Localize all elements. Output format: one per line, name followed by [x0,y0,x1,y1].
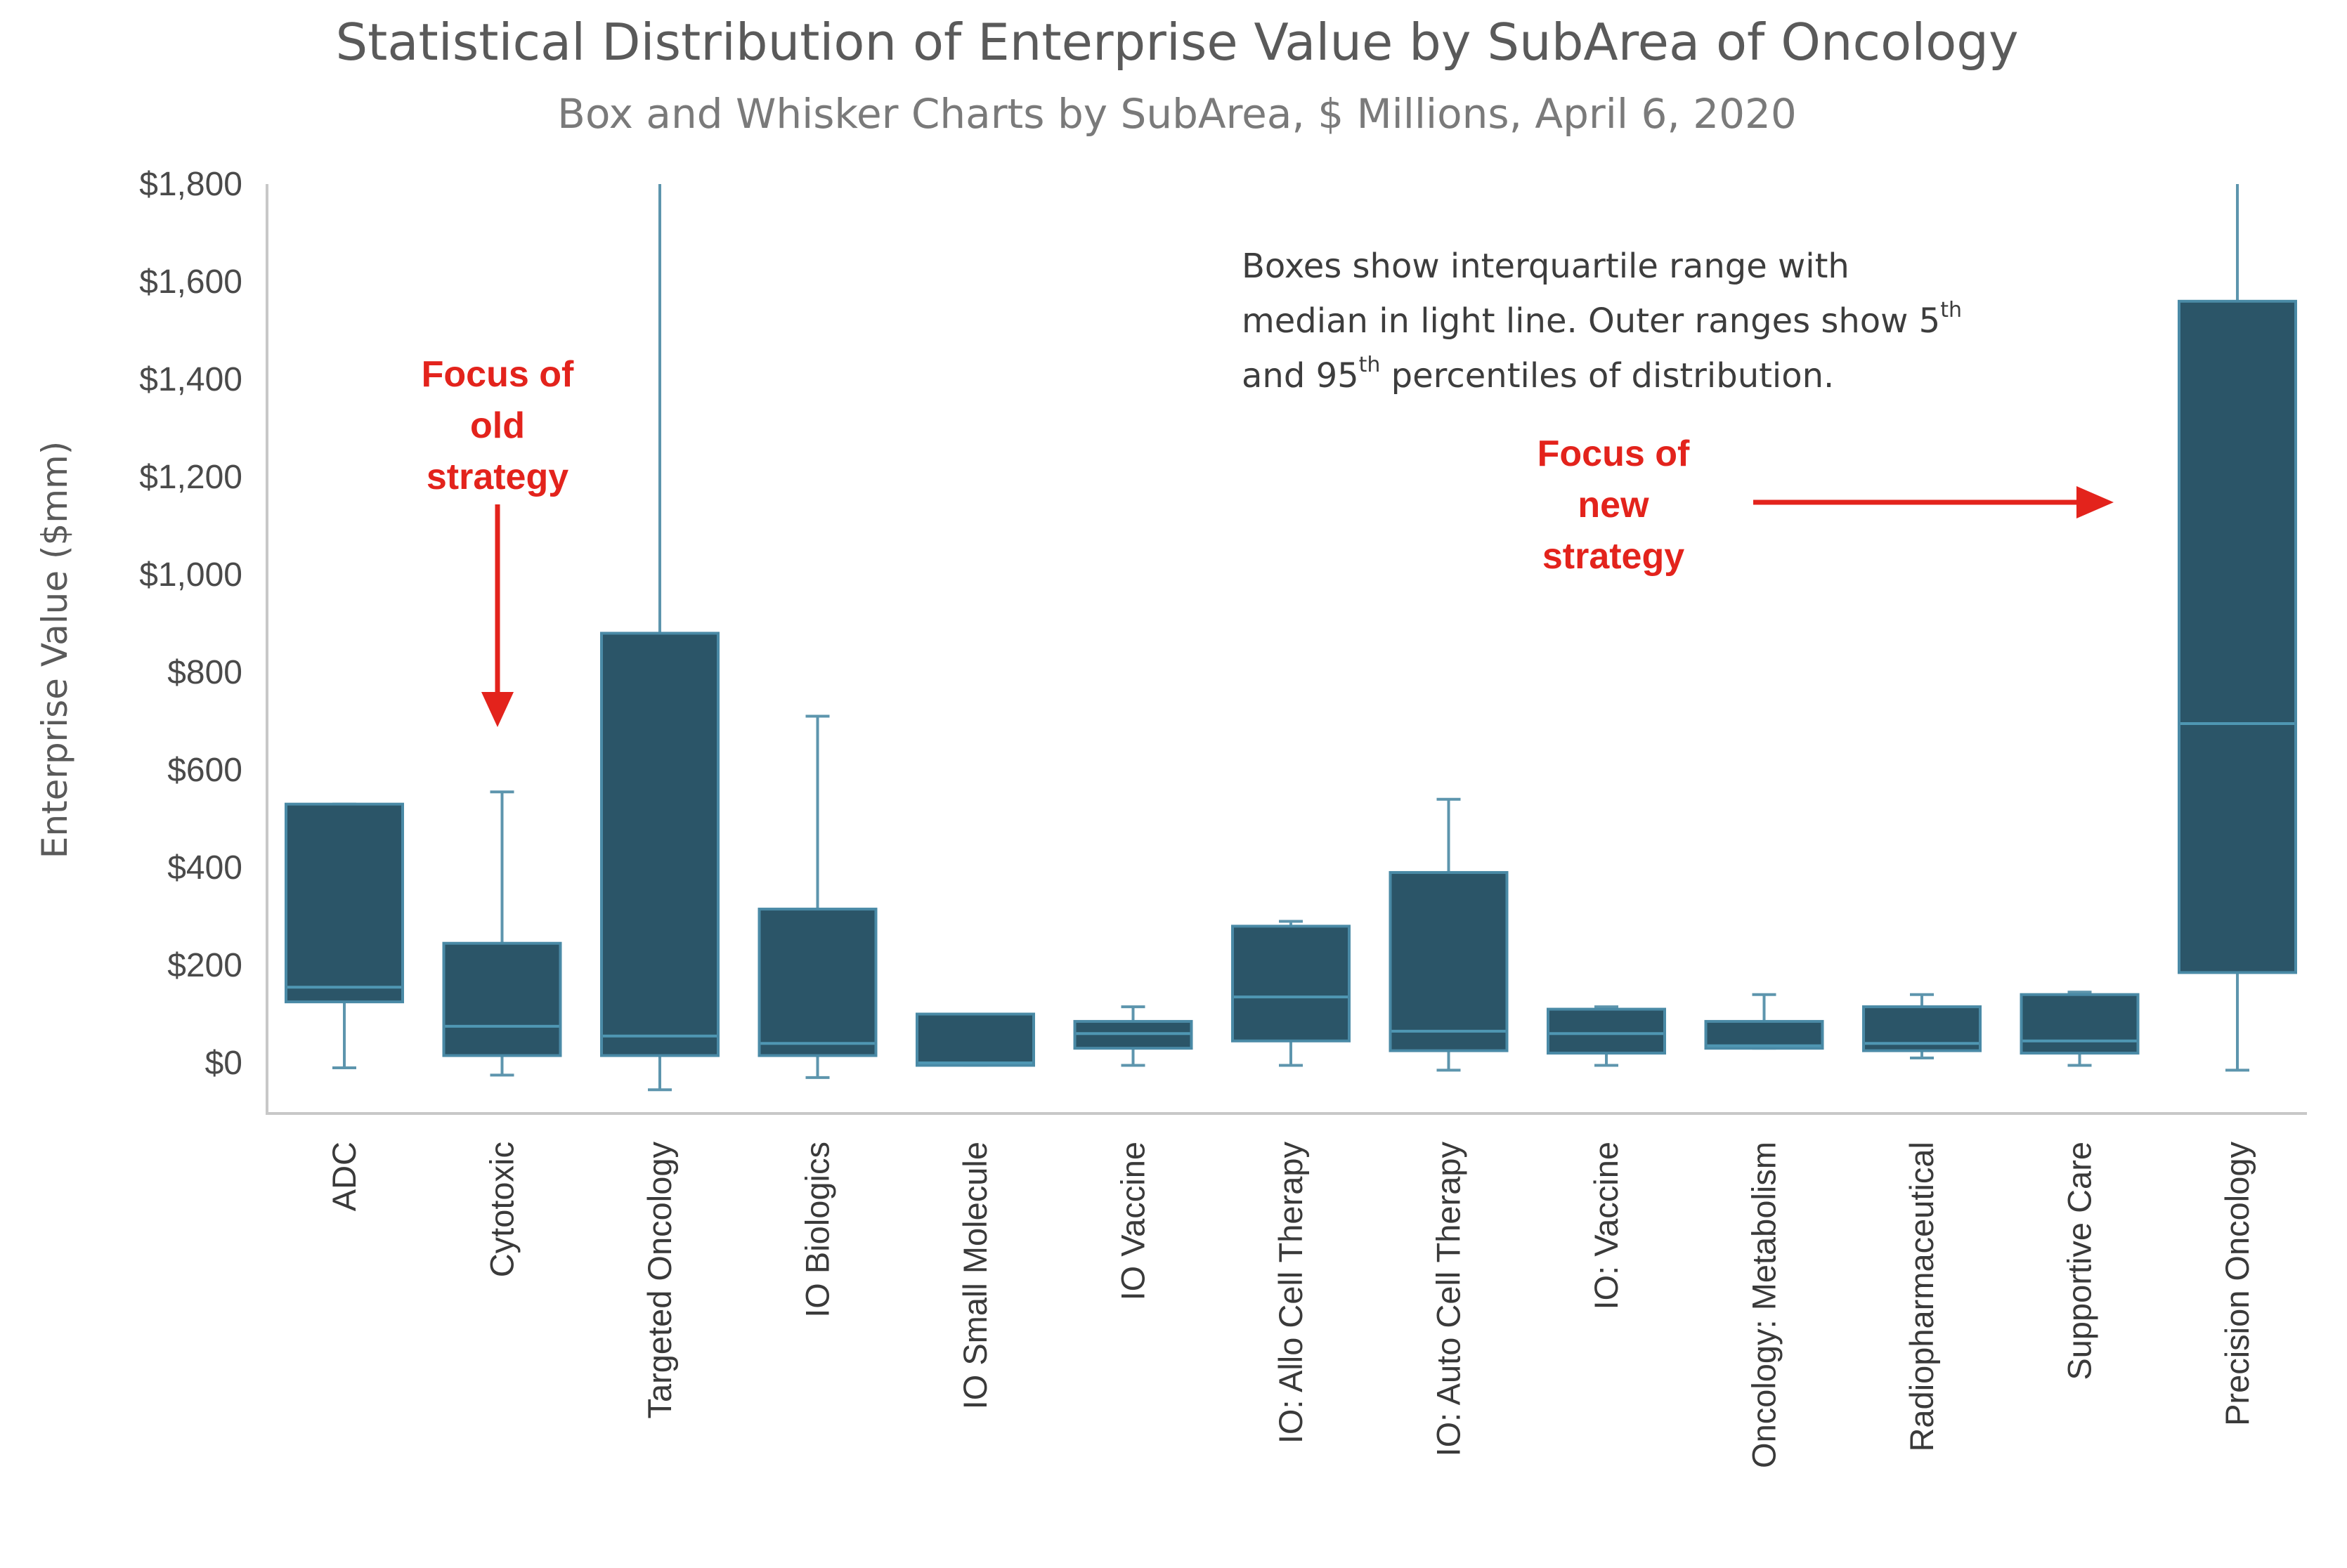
iqr-box [916,1012,1035,1067]
iqr-box [1547,1007,1666,1055]
callout-old-strategy: Focus of old strategy [422,354,574,727]
callout-new-line-1: Focus of [1537,433,1690,474]
x-tick-label: Oncology: Metabolism [1745,1142,1783,1468]
y-tick-label: $1,800 [139,166,242,203]
y-tick-label: $1,600 [139,263,242,301]
iqr-box [285,802,404,1004]
chart-title: Statistical Distribution of Enterprise V… [335,13,2018,72]
x-tick-label: ADC [325,1142,363,1211]
note-sup-95th: th [1359,353,1381,377]
x-tick-label: Precision Oncology [2218,1142,2256,1426]
callout-old-line-1: Focus of [422,354,574,395]
box-plot-item [2020,991,2140,1067]
box-plot-item [1547,1005,1666,1067]
note-line-1: Boxes show interquartile range with [1242,247,1849,286]
iqr-box [758,908,878,1057]
x-tick-label: IO Small Molecule [956,1142,994,1409]
y-tick-label: $400 [167,849,242,887]
iqr-box [600,632,720,1057]
y-tick-label: $600 [167,752,242,789]
box-plot-item [285,802,404,1069]
callout-new-strategy: Focus of new strategy [1537,433,2114,577]
box-plot-item [2178,184,2297,1072]
callout-new-line-3: strategy [1542,536,1684,577]
y-tick-label: $200 [167,947,242,984]
x-tick-label: IO: Auto Cell Therapy [1430,1142,1467,1457]
x-tick-label: Supportive Care [2061,1142,2098,1380]
box-plots [285,184,2297,1092]
iqr-box [1231,925,1351,1043]
iqr-box [1389,870,1509,1052]
y-tick-labels: $0 $200 $400 $600 $800 $1,000 $1,200 $1,400 $1,6… [139,166,242,1082]
note-line-2-text: median in light line. Outer ranges show … [1242,301,1940,341]
y-axis-label: Enterprise Value ($mm) [34,441,75,859]
iqr-box [2178,299,2297,974]
box-plot-item [1231,920,1351,1067]
y-tick-label: $800 [167,654,242,691]
y-tick-label: $1,200 [139,459,242,496]
y-tick-label: $0 [205,1045,242,1082]
callout-old-line-2: old [470,405,525,446]
callout-old-line-3: strategy [427,457,568,497]
note-line-3-text-a: and 95 [1242,356,1359,396]
x-tick-label: IO Biologics [799,1142,836,1318]
callout-old-arrowhead-icon [481,692,514,727]
iqr-box [2020,993,2140,1055]
box-plot-item [442,790,562,1077]
callout-new-arrowhead-icon [2076,486,2114,518]
y-tick-label: $1,000 [139,556,242,594]
x-tick-label: IO: Vaccine [1587,1142,1625,1309]
x-tick-label: Radiopharmaceutical [1903,1142,1940,1452]
box-plot-item [758,714,878,1079]
box-plot-item [1389,797,1509,1072]
box-plot-item [1704,993,1824,1050]
x-tick-label: IO: Allo Cell Therapy [1272,1142,1309,1444]
box-plot-item [600,184,720,1092]
chart-note: Boxes show interquartile range with medi… [1242,247,1962,396]
x-tick-labels: ADC Cytotoxic Targeted Oncology IO Biologic… [325,1142,2256,1468]
box-plot-item [916,1012,1035,1067]
callout-new-line-2: new [1578,485,1649,525]
note-line-1-text: Boxes show interquartile range with [1242,247,1849,286]
iqr-box [442,941,562,1057]
note-line-3-text-b: percentiles of distribution. [1380,356,1834,396]
box-plot-item [1862,993,1982,1060]
note-line-2: median in light line. Outer ranges show … [1242,298,1962,341]
y-tick-label: $1,400 [139,361,242,398]
x-tick-label: IO Vaccine [1114,1142,1152,1300]
note-sup-5th: th [1940,298,1962,322]
chart-subtitle: Box and Whisker Charts by SubArea, $ Mil… [557,90,1797,138]
iqr-box [1704,1019,1824,1050]
note-line-3: and 95th percentiles of distribution. [1242,353,1834,396]
x-tick-label: Targeted Oncology [641,1142,678,1419]
x-tick-label: Cytotoxic [483,1142,521,1277]
box-plot-item [1073,1005,1193,1067]
